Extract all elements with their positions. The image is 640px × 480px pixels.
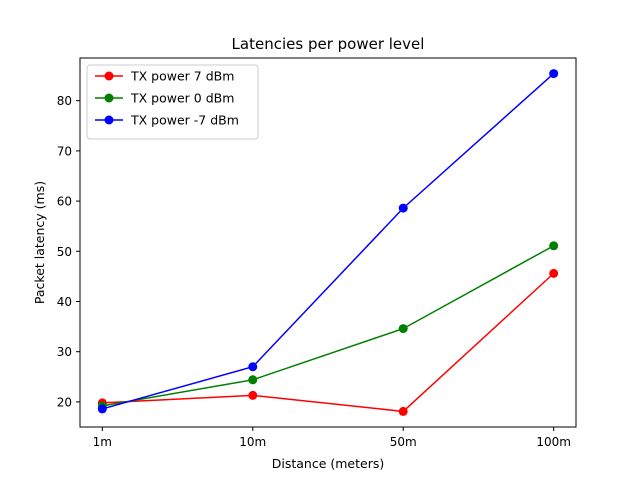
y-tick-label: 20	[57, 395, 72, 409]
x-tick-label: 10m	[239, 435, 266, 449]
x-tick-label: 100m	[536, 435, 571, 449]
legend-swatch-marker	[104, 71, 114, 81]
series-layer	[97, 69, 559, 416]
x-axis: 1m 10m 50m 100m	[93, 427, 571, 449]
x-tick-label: 50m	[390, 435, 417, 449]
data-point	[398, 324, 408, 334]
y-tick-label: 40	[57, 295, 72, 309]
legend-swatch-marker	[104, 93, 114, 103]
y-tick-label: 50	[57, 245, 72, 259]
data-point	[398, 406, 408, 416]
legend-label: TX power 7 dBm	[130, 69, 234, 84]
x-axis-label: Distance (meters)	[272, 456, 385, 471]
y-tick-label: 30	[57, 345, 72, 359]
series-line	[102, 272, 555, 413]
legend: TX power 7 dBm TX power 0 dBm TX power -7 …	[86, 64, 259, 140]
series-line	[102, 245, 555, 407]
data-point	[248, 390, 258, 400]
data-point	[549, 268, 559, 278]
data-point	[97, 404, 107, 414]
chart-title: Latencies per power level	[232, 35, 425, 53]
data-point	[549, 69, 559, 79]
legend-label: TX power 0 dBm	[130, 91, 234, 106]
y-tick-label: 70	[57, 144, 72, 158]
data-point	[248, 375, 258, 385]
legend-box	[86, 64, 259, 140]
data-point	[549, 241, 559, 251]
y-tick-label: 80	[57, 94, 72, 108]
y-axis: 20 30 40 50 60 70 80	[57, 94, 80, 409]
data-point	[248, 362, 258, 372]
y-tick-label: 60	[57, 195, 72, 209]
legend-label: TX power -7 dBm	[130, 113, 239, 128]
series-line	[102, 73, 555, 410]
x-tick-label: 1m	[93, 435, 112, 449]
legend-swatch-marker	[104, 115, 114, 125]
y-axis-label: Packet latency (ms)	[32, 181, 47, 304]
plot-frame	[79, 57, 577, 428]
data-point	[398, 203, 408, 213]
